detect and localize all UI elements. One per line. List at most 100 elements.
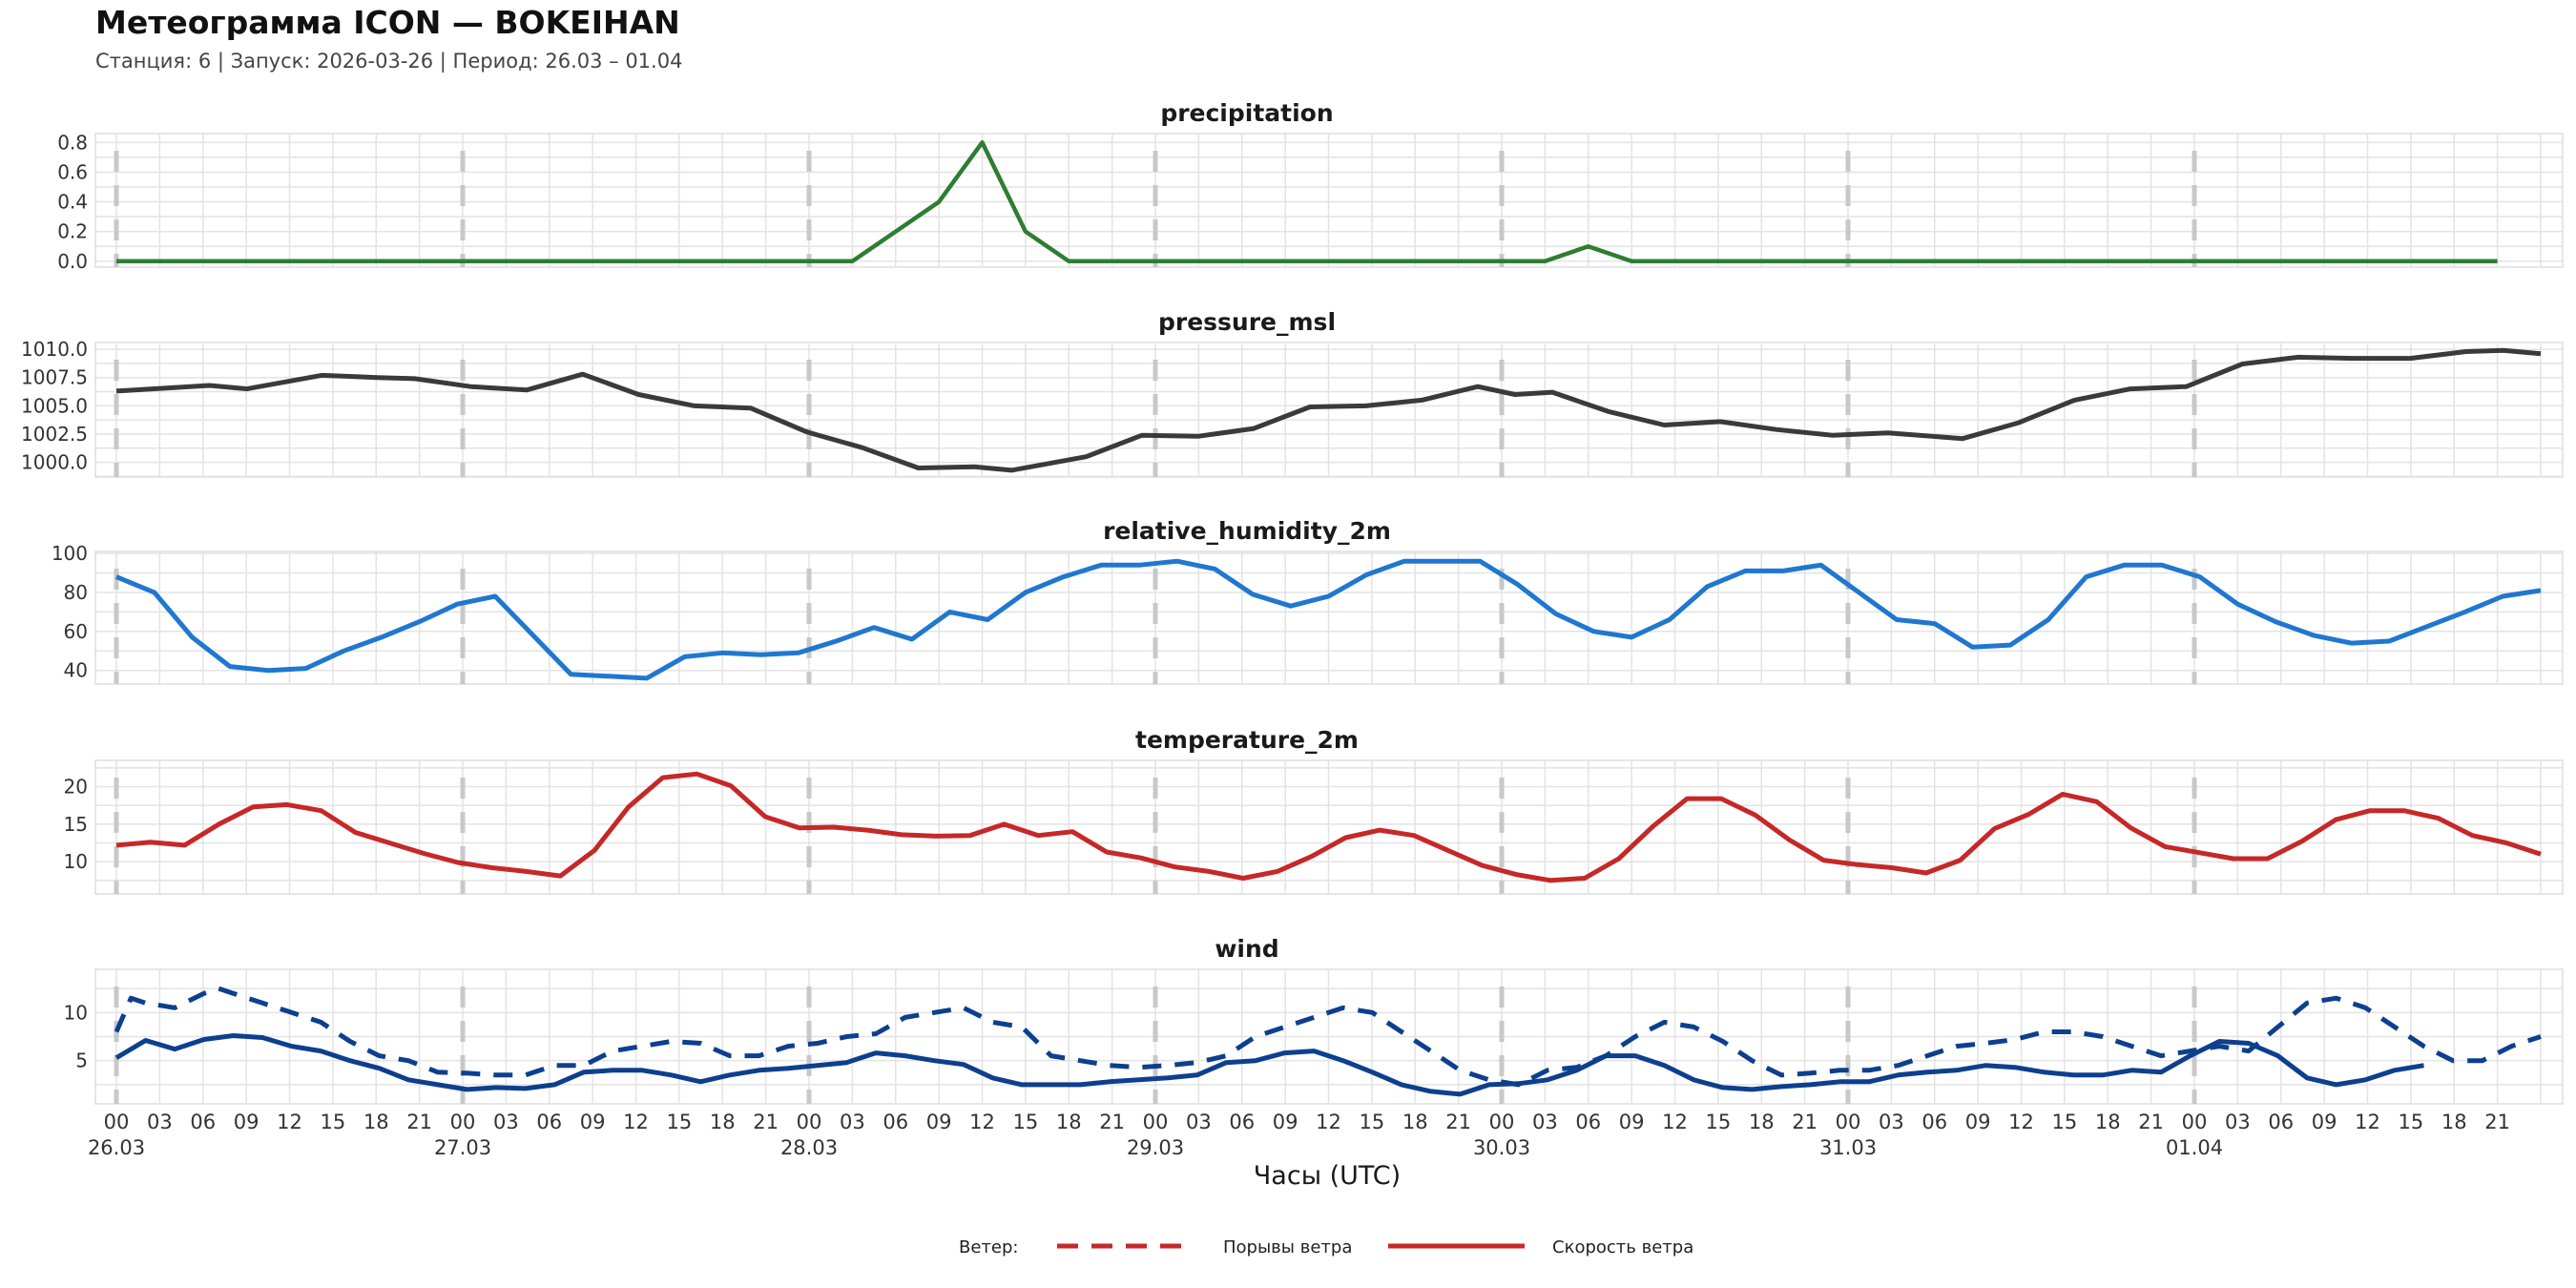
y-tick-label: 1002.5 xyxy=(21,423,88,446)
x-date-tick-label: 30.03 xyxy=(1473,1136,1530,1159)
x-hour-tick-label: 00 xyxy=(1836,1111,1861,1133)
panel-temperature-2m: 10 15 20 temperature_2m xyxy=(64,726,2564,895)
x-date-tick-label: 26.03 xyxy=(88,1136,145,1159)
x-date-tick-label: 01.04 xyxy=(2166,1136,2223,1159)
x-hour-tick-label: 03 xyxy=(147,1111,173,1133)
x-hour-tick-label: 15 xyxy=(1706,1111,1732,1133)
x-hour-tick-label: 15 xyxy=(667,1111,693,1133)
wind-gust-line xyxy=(114,986,2542,1088)
x-hour-tick-label: 18 xyxy=(1749,1111,1775,1133)
legend-title: Ветер: xyxy=(959,1237,1018,1257)
y-tick-label: 1010.0 xyxy=(21,338,88,361)
panel-title: precipitation xyxy=(1160,99,1333,127)
x-hour-tick-label: 09 xyxy=(1965,1111,1991,1133)
legend: Ветер: Порывы ветра Скорость ветра xyxy=(959,1237,1693,1257)
x-hour-tick-label: 06 xyxy=(1575,1111,1601,1133)
x-hour-tick-label: 03 xyxy=(840,1111,865,1133)
x-hour-tick-label: 00 xyxy=(450,1111,476,1133)
precipitation-line xyxy=(116,140,2498,264)
x-hour-tick-label: 18 xyxy=(1402,1111,1428,1133)
x-hour-tick-label: 00 xyxy=(1143,1111,1169,1133)
x-hour-tick-label: 03 xyxy=(2225,1111,2251,1133)
panel-title: pressure_msl xyxy=(1158,308,1336,336)
x-hour-tick-label: 21 xyxy=(406,1111,432,1133)
x-hour-tick-label: 03 xyxy=(1532,1111,1558,1133)
x-hour-tick-label: 06 xyxy=(1229,1111,1255,1133)
x-hour-tick-label: 12 xyxy=(623,1111,649,1133)
x-hour-tick-label: 09 xyxy=(234,1111,260,1133)
x-hour-tick-label: 09 xyxy=(1273,1111,1298,1133)
x-hour-tick-label: 21 xyxy=(2484,1111,2510,1133)
x-hour-tick-label: 06 xyxy=(536,1111,562,1133)
x-hour-tick-label: 00 xyxy=(2182,1111,2208,1133)
y-tick-label: 100 xyxy=(52,542,88,565)
x-hour-tick-label: 21 xyxy=(753,1111,779,1133)
x-hour-tick-label: 21 xyxy=(1792,1111,1818,1133)
x-hour-tick-label: 21 xyxy=(1445,1111,1471,1133)
x-hour-tick-label: 06 xyxy=(2268,1111,2294,1133)
x-hour-tick-label: 03 xyxy=(1879,1111,1904,1133)
panel-title: wind xyxy=(1215,935,1278,963)
chart-title: Метеограмма ICON — BOKEIHAN xyxy=(95,4,680,41)
wind-speed-line xyxy=(114,1033,2424,1097)
y-tick-label: 0.4 xyxy=(57,191,88,214)
x-hour-tick-label: 18 xyxy=(2441,1111,2467,1133)
x-hour-tick-label: 18 xyxy=(1056,1111,1082,1133)
x-hour-tick-label: 09 xyxy=(2312,1111,2337,1133)
y-tick-label: 1000.0 xyxy=(21,451,88,474)
x-hour-tick-label: 12 xyxy=(1662,1111,1688,1133)
panel-title: relative_humidity_2m xyxy=(1103,517,1391,545)
x-hour-tick-label: 03 xyxy=(1186,1111,1212,1133)
x-hour-tick-label: 06 xyxy=(1922,1111,1947,1133)
legend-item-speed: Скорость ветра xyxy=(1552,1237,1693,1257)
x-hour-tick-label: 00 xyxy=(1489,1111,1515,1133)
y-tick-label: 5 xyxy=(75,1049,88,1072)
pressure-msl-line xyxy=(115,347,2542,473)
x-hour-tick-label: 03 xyxy=(493,1111,519,1133)
panel-wind: 5 10 wind xyxy=(64,935,2564,1105)
y-tick-label: 0.6 xyxy=(57,160,88,183)
y-tick-label: 1005.0 xyxy=(21,394,88,417)
x-hour-tick-label: 12 xyxy=(277,1111,302,1133)
y-tick-label: 0.2 xyxy=(57,220,88,243)
x-hour-tick-label: 06 xyxy=(190,1111,216,1133)
panel-relative-humidity-2m: 40 60 80 100 relative_humidity_2m xyxy=(52,517,2564,685)
x-hour-tick-label: 15 xyxy=(1360,1111,1385,1133)
y-tick-label: 15 xyxy=(64,813,88,836)
x-hour-tick-label: 18 xyxy=(364,1111,389,1133)
x-hour-tick-label: 18 xyxy=(2095,1111,2121,1133)
x-hour-tick-label: 00 xyxy=(104,1111,130,1133)
x-hour-tick-label: 15 xyxy=(2052,1111,2078,1133)
x-hour-tick-label: 15 xyxy=(321,1111,346,1133)
x-axis: 00 03 06 09 12 15 18 21 00 03 06 09 12 15 18 21 00 03 06 09… xyxy=(88,1111,2510,1191)
y-tick-label: 0.0 xyxy=(57,250,88,273)
temperature-2m-line xyxy=(115,771,2542,883)
panel-precipitation: 0.0 0.2 0.4 0.6 0.8 precipitation xyxy=(57,99,2564,273)
x-date-tick-label: 28.03 xyxy=(780,1136,838,1159)
chart-subtitle: Станция: 6 | Запуск: 2026-03-26 | Период… xyxy=(95,50,683,73)
y-tick-label: 10 xyxy=(64,850,88,873)
x-date-tick-label: 29.03 xyxy=(1127,1136,1184,1159)
x-hour-tick-label: 09 xyxy=(1619,1111,1645,1133)
x-hour-tick-label: 09 xyxy=(580,1111,606,1133)
x-hour-tick-label: 21 xyxy=(1099,1111,1125,1133)
x-date-tick-label: 27.03 xyxy=(434,1136,491,1159)
y-tick-label: 1007.5 xyxy=(21,366,88,389)
x-hour-tick-label: 12 xyxy=(969,1111,995,1133)
x-hour-tick-label: 12 xyxy=(2008,1111,2034,1133)
x-hour-tick-label: 15 xyxy=(2399,1111,2424,1133)
legend-item-gust: Порывы ветра xyxy=(1223,1237,1352,1257)
x-axis-label: Часы (UTC) xyxy=(1254,1161,1401,1191)
x-hour-tick-label: 15 xyxy=(1013,1111,1039,1133)
x-hour-tick-label: 06 xyxy=(883,1111,908,1133)
y-tick-label: 20 xyxy=(64,776,88,799)
x-hour-tick-label: 18 xyxy=(710,1111,736,1133)
relative-humidity-2m-line xyxy=(115,558,2542,681)
y-tick-label: 40 xyxy=(64,659,88,682)
y-tick-label: 80 xyxy=(64,581,88,604)
y-tick-label: 10 xyxy=(64,1001,88,1024)
y-tick-label: 0.8 xyxy=(57,131,88,154)
x-hour-tick-label: 12 xyxy=(1316,1111,1341,1133)
x-hour-tick-label: 12 xyxy=(2355,1111,2380,1133)
